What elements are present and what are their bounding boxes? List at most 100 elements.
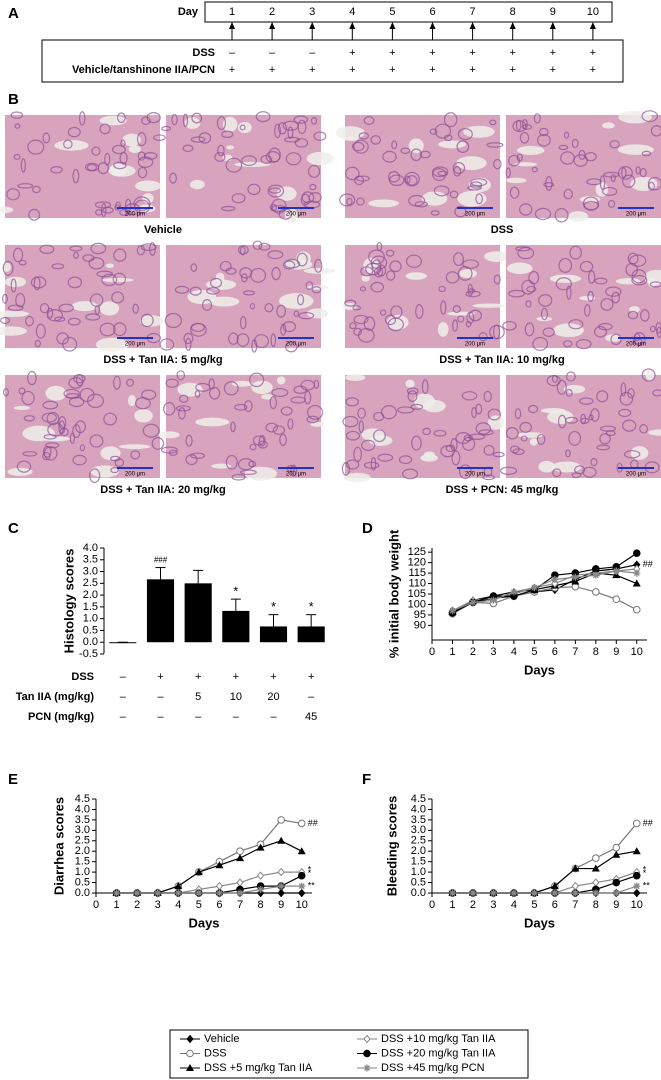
y-tick-label: 1.0 bbox=[411, 866, 426, 878]
crypt bbox=[176, 370, 186, 381]
histology-image: 200 μm bbox=[502, 245, 661, 351]
crypt bbox=[294, 138, 309, 148]
x-tick-label: 10 bbox=[296, 899, 308, 911]
y-tick-label: 90 bbox=[414, 619, 426, 631]
crypt bbox=[534, 207, 552, 221]
marker bbox=[612, 889, 620, 897]
crypt bbox=[611, 291, 621, 304]
crypt bbox=[389, 260, 402, 273]
crypt bbox=[433, 429, 447, 437]
lumen bbox=[184, 117, 201, 129]
crypt bbox=[190, 136, 206, 143]
legend-label: DSS +5 mg/kg Tan IIA bbox=[204, 1062, 313, 1074]
lumen bbox=[99, 115, 127, 126]
series-line: DSS +45 mg/kg PCN bbox=[452, 570, 637, 612]
crypt bbox=[169, 172, 177, 184]
crypt bbox=[445, 271, 460, 284]
crypt bbox=[163, 402, 176, 416]
crypt bbox=[41, 412, 58, 423]
crypt bbox=[452, 319, 459, 332]
row-mark: + bbox=[309, 64, 315, 76]
crypt bbox=[268, 147, 281, 163]
lumen bbox=[307, 308, 328, 319]
crypt bbox=[72, 424, 81, 438]
treatment-box bbox=[41, 39, 624, 83]
crypt bbox=[234, 403, 248, 411]
lumen bbox=[507, 262, 533, 275]
crypt bbox=[641, 368, 656, 382]
series-line: DSS +20 mg/kg Tan IIA bbox=[116, 875, 302, 894]
x-tick-label: 2 bbox=[134, 899, 140, 911]
crypt bbox=[609, 140, 620, 149]
crypt bbox=[397, 406, 415, 414]
lumen bbox=[420, 454, 438, 462]
crypt bbox=[112, 322, 127, 337]
y-tick-label: 105 bbox=[408, 588, 426, 600]
row-mark: + bbox=[269, 64, 275, 76]
crypt bbox=[18, 259, 27, 266]
crypt bbox=[483, 444, 495, 456]
series-line: DSS +20 mg/kg Tan IIA bbox=[452, 875, 637, 894]
y-tick-label: 2.0 bbox=[411, 845, 426, 857]
crypt bbox=[86, 163, 98, 171]
crypt bbox=[47, 422, 64, 437]
crypt bbox=[406, 175, 418, 186]
end-label: ** bbox=[308, 880, 316, 890]
crypt bbox=[633, 332, 646, 347]
crypt bbox=[571, 138, 579, 149]
lumen bbox=[567, 211, 589, 222]
crypt bbox=[599, 433, 611, 445]
marker bbox=[298, 888, 306, 898]
row-mark: + bbox=[429, 47, 435, 59]
crypt bbox=[562, 340, 573, 348]
lumen bbox=[648, 429, 661, 436]
marker bbox=[632, 549, 641, 558]
lumen bbox=[343, 472, 371, 483]
marker bbox=[174, 889, 182, 897]
legend-label: DSS +10 mg/kg Tan IIA bbox=[381, 1033, 496, 1045]
crypt bbox=[23, 415, 36, 422]
marker bbox=[236, 878, 244, 887]
marker bbox=[363, 1064, 371, 1072]
crypt bbox=[268, 187, 282, 194]
marker bbox=[277, 836, 286, 844]
crypt bbox=[182, 113, 189, 128]
crypt bbox=[353, 139, 369, 154]
crypt bbox=[370, 456, 377, 471]
crypt bbox=[264, 303, 274, 313]
row-mark: – bbox=[229, 47, 236, 59]
lumen bbox=[405, 272, 427, 280]
crypt bbox=[195, 382, 211, 392]
crypt bbox=[225, 454, 238, 470]
arrow-head bbox=[349, 22, 356, 29]
y-tick-label: 3.0 bbox=[411, 824, 426, 836]
crypt bbox=[457, 128, 473, 141]
crypt bbox=[137, 151, 146, 161]
crypt bbox=[519, 131, 530, 144]
crypt bbox=[2, 388, 9, 397]
x-tick-label: 8 bbox=[593, 646, 599, 658]
crypt bbox=[406, 387, 419, 395]
crypt bbox=[593, 325, 607, 338]
marker bbox=[174, 882, 183, 890]
crypt bbox=[103, 412, 117, 426]
marker bbox=[592, 571, 600, 579]
crypt bbox=[345, 166, 360, 181]
crypt bbox=[113, 161, 127, 170]
significance-label: * bbox=[271, 599, 276, 614]
crypt bbox=[565, 449, 571, 458]
crypt bbox=[190, 452, 206, 459]
crypt bbox=[175, 405, 191, 412]
table-cell: + bbox=[308, 671, 314, 683]
crypt bbox=[17, 183, 34, 189]
crypt bbox=[69, 432, 76, 444]
crypt bbox=[596, 390, 609, 403]
x-tick-label: 1 bbox=[449, 899, 455, 911]
crypt bbox=[452, 305, 461, 314]
bar bbox=[184, 583, 212, 643]
crypt bbox=[43, 446, 58, 461]
scale-bar-label: 200 μm bbox=[465, 342, 485, 348]
crypt bbox=[27, 139, 45, 155]
x-tick-label: 8 bbox=[258, 899, 264, 911]
crypt bbox=[353, 314, 369, 325]
